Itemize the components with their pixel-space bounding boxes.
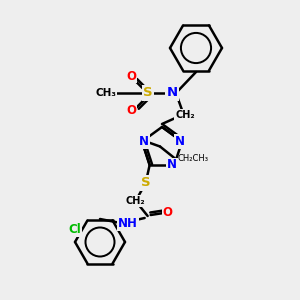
Text: NH: NH <box>118 218 138 230</box>
Text: N: N <box>167 86 178 100</box>
Text: O: O <box>126 103 136 116</box>
Text: CH₂CH₃: CH₂CH₃ <box>177 154 208 163</box>
Text: O: O <box>126 70 136 83</box>
Text: CH₂: CH₂ <box>126 196 146 206</box>
Text: CH₂: CH₂ <box>175 110 195 120</box>
Text: N: N <box>139 135 149 148</box>
Text: S: S <box>141 176 151 190</box>
Text: O: O <box>163 206 173 220</box>
Text: N: N <box>175 135 185 148</box>
Text: Cl: Cl <box>68 223 81 236</box>
Text: S: S <box>143 86 153 100</box>
Text: CH₃: CH₃ <box>95 88 116 98</box>
Text: N: N <box>167 158 177 172</box>
